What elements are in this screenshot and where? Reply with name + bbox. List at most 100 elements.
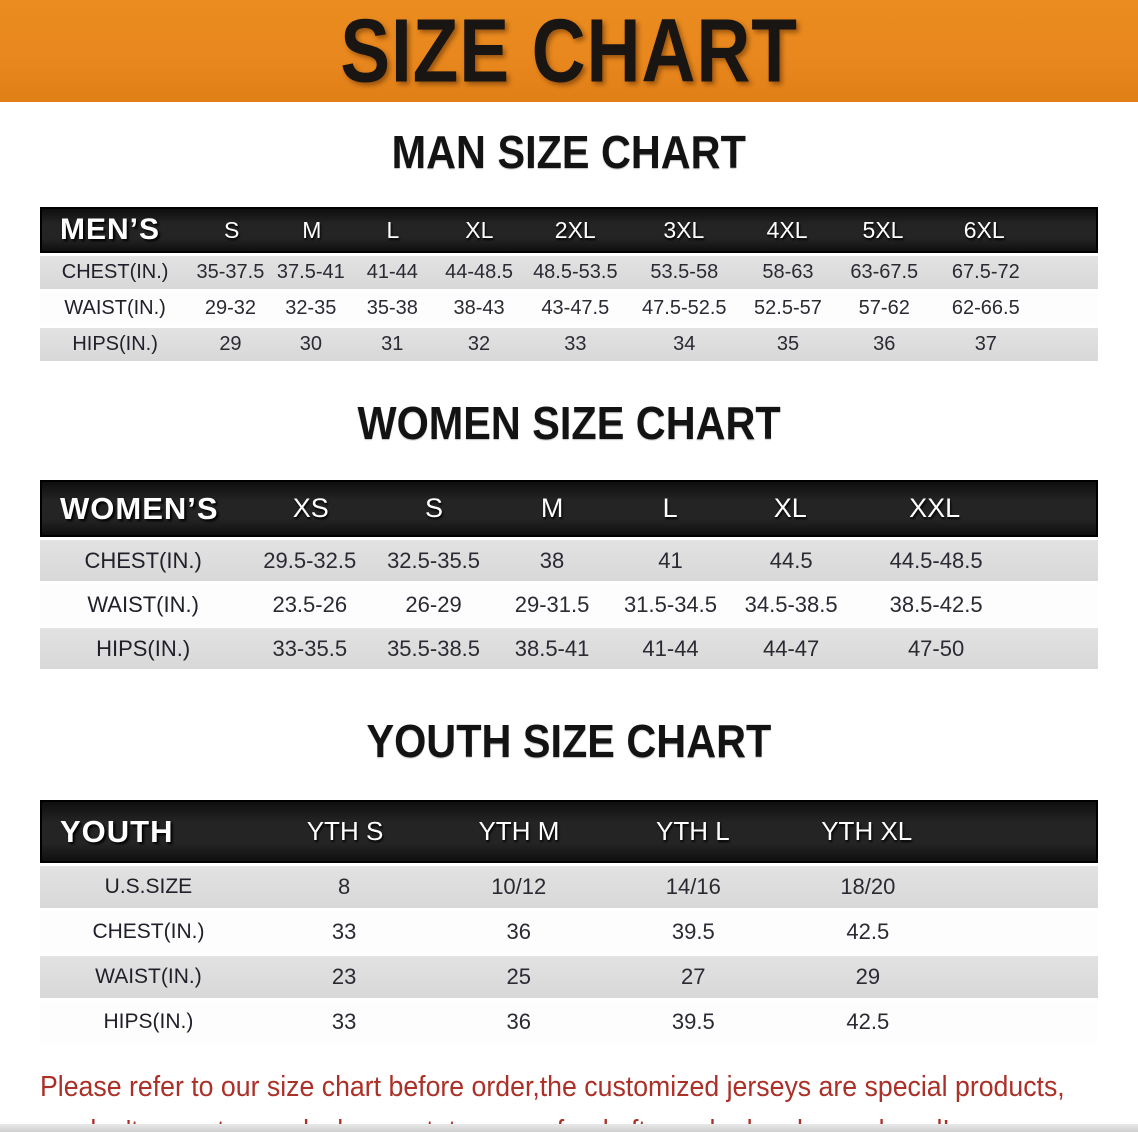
size-value-cell: 44-47	[763, 635, 820, 661]
size-value-cell: 34.5-38.5	[744, 591, 838, 617]
row-label: CHEST(IN.)	[92, 920, 205, 943]
size-value-cell: 48.5-53.5	[533, 261, 618, 283]
row-spacer	[1037, 256, 1098, 289]
row-label: HIPS(IN.)	[72, 333, 158, 355]
banner-title: SIZE CHART	[340, 0, 798, 101]
table-row: WAIST(IN.) 29-32 32-35 35-38 38-43 43-47…	[40, 292, 1098, 325]
size-value-cell: 33	[331, 1009, 357, 1034]
size-value-cell: 57-62	[858, 297, 910, 319]
size-value-cell: 36	[506, 919, 531, 944]
size-column-header: M	[302, 216, 322, 243]
size-value-cell: 23.5-26	[272, 591, 348, 617]
size-column-header: XXL	[909, 493, 961, 523]
disclaimer-text: Please refer to our size chart before or…	[40, 1065, 1138, 1132]
row-spacer	[1037, 292, 1098, 325]
size-value-cell: 67.5-72	[951, 261, 1020, 283]
disclaimer-line-1: Please refer to our size chart before or…	[40, 1071, 1065, 1103]
size-column-header: S	[425, 493, 444, 523]
womens-header-label: WOMEN’S	[60, 490, 219, 526]
size-value-cell: 33	[331, 919, 357, 944]
row-label: HIPS(IN.)	[96, 635, 191, 661]
size-value-cell: 38	[539, 547, 565, 573]
size-value-cell: 32	[467, 333, 491, 355]
size-value-cell: 29-32	[204, 297, 257, 319]
banner: SIZE CHART	[0, 0, 1138, 102]
size-value-cell: 35.5-38.5	[387, 635, 481, 661]
size-column-header: YTH XL	[821, 816, 913, 846]
size-value-cell: 33-35.5	[272, 635, 348, 661]
youth-table-header-row: YOUTH YTH S YTH M YTH L YTH XL	[40, 800, 1098, 863]
size-column-header: 5XL	[862, 216, 904, 243]
header-spacer	[1035, 209, 1096, 251]
size-value-cell: 31	[381, 333, 404, 355]
size-column-header: 4XL	[766, 216, 808, 243]
table-row: HIPS(IN.) 29 30 31 32 33 34 35 36 37	[40, 328, 1098, 361]
row-label: WAIST(IN.)	[95, 965, 202, 988]
mens-size-table: MEN’S S M L XL 2XL 3XL 4XL 5XL 6XL CHEST…	[40, 207, 1098, 361]
size-value-cell: 63-67.5	[850, 261, 919, 283]
header-spacer	[954, 802, 1096, 861]
size-value-cell: 38.5-41	[514, 635, 590, 661]
table-row: CHEST(IN.) 33 36 39.5 42.5	[40, 911, 1098, 953]
table-row: CHEST(IN.) 29.5-32.5 32.5-35.5 38 41 44.…	[40, 540, 1098, 581]
row-spacer	[1037, 328, 1098, 361]
header-spacer	[1019, 482, 1096, 535]
size-value-cell: 14/16	[665, 874, 721, 899]
table-row: WAIST(IN.) 23 25 27 29	[40, 956, 1098, 998]
size-value-cell: 27	[681, 964, 706, 989]
size-value-cell: 52.5-57	[754, 297, 822, 319]
row-spacer	[955, 956, 1098, 998]
size-value-cell: 37.5-41	[276, 261, 345, 283]
size-column-header: L	[386, 216, 400, 243]
size-value-cell: 32.5-35.5	[387, 547, 481, 573]
womens-size-table: WOMEN’S XS S M L XL XXL CHEST(IN.) 29.5-…	[40, 480, 1098, 669]
size-column-header: M	[540, 493, 564, 523]
youth-size-chart-section: YOUTH SIZE CHART YOUTH YTH S YTH M YTH L…	[0, 715, 1138, 1043]
size-column-header: 3XL	[663, 216, 705, 243]
row-label: WAIST(IN.)	[64, 297, 166, 319]
table-row: WAIST(IN.) 23.5-26 26-29 29-31.5 31.5-34…	[40, 584, 1098, 625]
row-label: CHEST(IN.)	[84, 547, 202, 573]
size-value-cell: 26-29	[405, 591, 462, 617]
row-spacer	[1021, 584, 1098, 625]
row-spacer	[955, 866, 1098, 908]
size-column-header: YTH M	[478, 816, 560, 846]
size-column-header: 6XL	[963, 216, 1005, 243]
size-value-cell: 47.5-52.5	[642, 297, 727, 319]
size-column-header: YTH L	[655, 816, 730, 846]
size-value-cell: 18/20	[840, 874, 896, 899]
table-row: U.S.SIZE 8 10/12 14/16 18/20	[40, 866, 1098, 908]
row-label: WAIST(IN.)	[87, 591, 199, 617]
size-value-cell: 62-66.5	[951, 297, 1020, 319]
womens-table-header-row: WOMEN’S XS S M L XL XXL	[40, 480, 1098, 537]
size-value-cell: 42.5	[846, 919, 890, 944]
size-value-cell: 32-35	[285, 297, 337, 319]
mens-table-header-row: MEN’S S M L XL 2XL 3XL 4XL 5XL 6XL	[40, 207, 1098, 253]
youth-header-label: YOUTH	[60, 813, 174, 849]
row-label: CHEST(IN.)	[61, 261, 169, 283]
table-row: HIPS(IN.) 33 36 39.5 42.5	[40, 1001, 1098, 1043]
size-value-cell: 29-31.5	[514, 591, 590, 617]
size-value-cell: 33	[564, 333, 587, 355]
man-size-chart-section: MAN SIZE CHART MEN’S S M L XL 2XL 3XL 4X…	[0, 126, 1138, 361]
size-value-cell: 35-38	[366, 297, 418, 319]
women-size-chart-section: WOMEN SIZE CHART WOMEN’S XS S M L XL XXL…	[0, 397, 1138, 669]
size-value-cell: 44.5	[769, 547, 813, 573]
size-value-cell: 29.5-32.5	[263, 547, 357, 573]
size-value-cell: 39.5	[671, 1009, 715, 1034]
size-column-header: L	[662, 493, 678, 523]
row-spacer	[955, 1001, 1098, 1043]
size-value-cell: 41-44	[366, 261, 418, 283]
row-spacer	[1021, 540, 1098, 581]
size-value-cell: 30	[299, 333, 322, 355]
table-row: HIPS(IN.) 33-35.5 35.5-38.5 38.5-41 41-4…	[40, 628, 1098, 669]
size-value-cell: 31.5-34.5	[624, 591, 718, 617]
size-value-cell: 35	[776, 333, 800, 355]
size-value-cell: 36	[873, 333, 896, 355]
size-column-header: 2XL	[554, 216, 596, 243]
size-value-cell: 38.5-42.5	[889, 591, 983, 617]
size-column-header: S	[224, 216, 240, 243]
size-value-cell: 35-37.5	[196, 261, 265, 283]
row-label: U.S.SIZE	[104, 875, 193, 898]
